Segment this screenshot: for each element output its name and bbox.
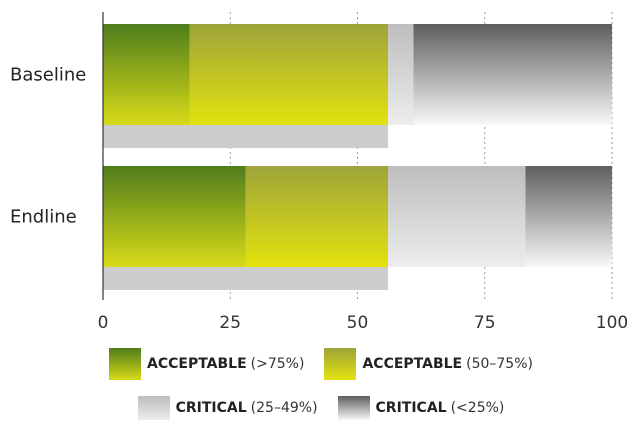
legend-swatch (109, 348, 141, 380)
legend-label-bold: CRITICAL (375, 400, 447, 416)
bar-segment (525, 166, 612, 267)
bars (103, 24, 612, 290)
x-tick-label: 25 (219, 313, 241, 330)
legend-label-range: (<25%) (450, 400, 505, 416)
bar-segment (388, 24, 414, 125)
legend-label-bold: ACCEPTABLE (147, 356, 247, 372)
x-tick-label: 0 (98, 313, 109, 330)
legend-label-range: (25–49%) (250, 400, 318, 416)
category-label: Endline (10, 207, 77, 228)
bar-segment (413, 24, 612, 125)
secondary-bar (103, 267, 389, 290)
bar-segment (245, 166, 389, 267)
legend-item-acceptable-high: ACCEPTABLE (>75%) (109, 348, 304, 380)
legend-item-acceptable-mid: ACCEPTABLE (50–75%) (324, 348, 533, 380)
labels: Baseline Endline 0 25 50 75 100 (10, 65, 628, 331)
legend-swatch (337, 396, 370, 420)
bar-segment (388, 166, 526, 267)
x-tick-label: 50 (347, 313, 369, 330)
legend-swatch (324, 348, 357, 380)
legend-row-1: ACCEPTABLE (>75%) ACCEPTABLE (50–75%) (0, 348, 642, 380)
legend-item-critical-mid: CRITICAL (25–49%) (137, 396, 318, 420)
legend-label-range: (>75%) (250, 356, 305, 372)
legend-label-range: (50–75%) (466, 356, 533, 372)
bar-segment (103, 24, 190, 125)
bar-segment (103, 166, 246, 267)
bar-segment (189, 24, 389, 125)
stacked-bar-chart: Baseline Endline 0 25 50 75 100 (10, 12, 628, 331)
legend-label-bold: ACCEPTABLE (362, 356, 463, 372)
x-tick-label: 100 (596, 313, 628, 330)
x-tick-label: 75 (474, 313, 496, 330)
legend-label-bold: CRITICAL (175, 400, 247, 416)
secondary-bar (103, 125, 389, 148)
legend-swatch (137, 396, 170, 420)
category-label: Baseline (10, 65, 86, 86)
legend-item-critical-low: CRITICAL (<25%) (337, 396, 505, 420)
legend-row-2: CRITICAL (25–49%) CRITICAL (<25%) (0, 396, 642, 420)
